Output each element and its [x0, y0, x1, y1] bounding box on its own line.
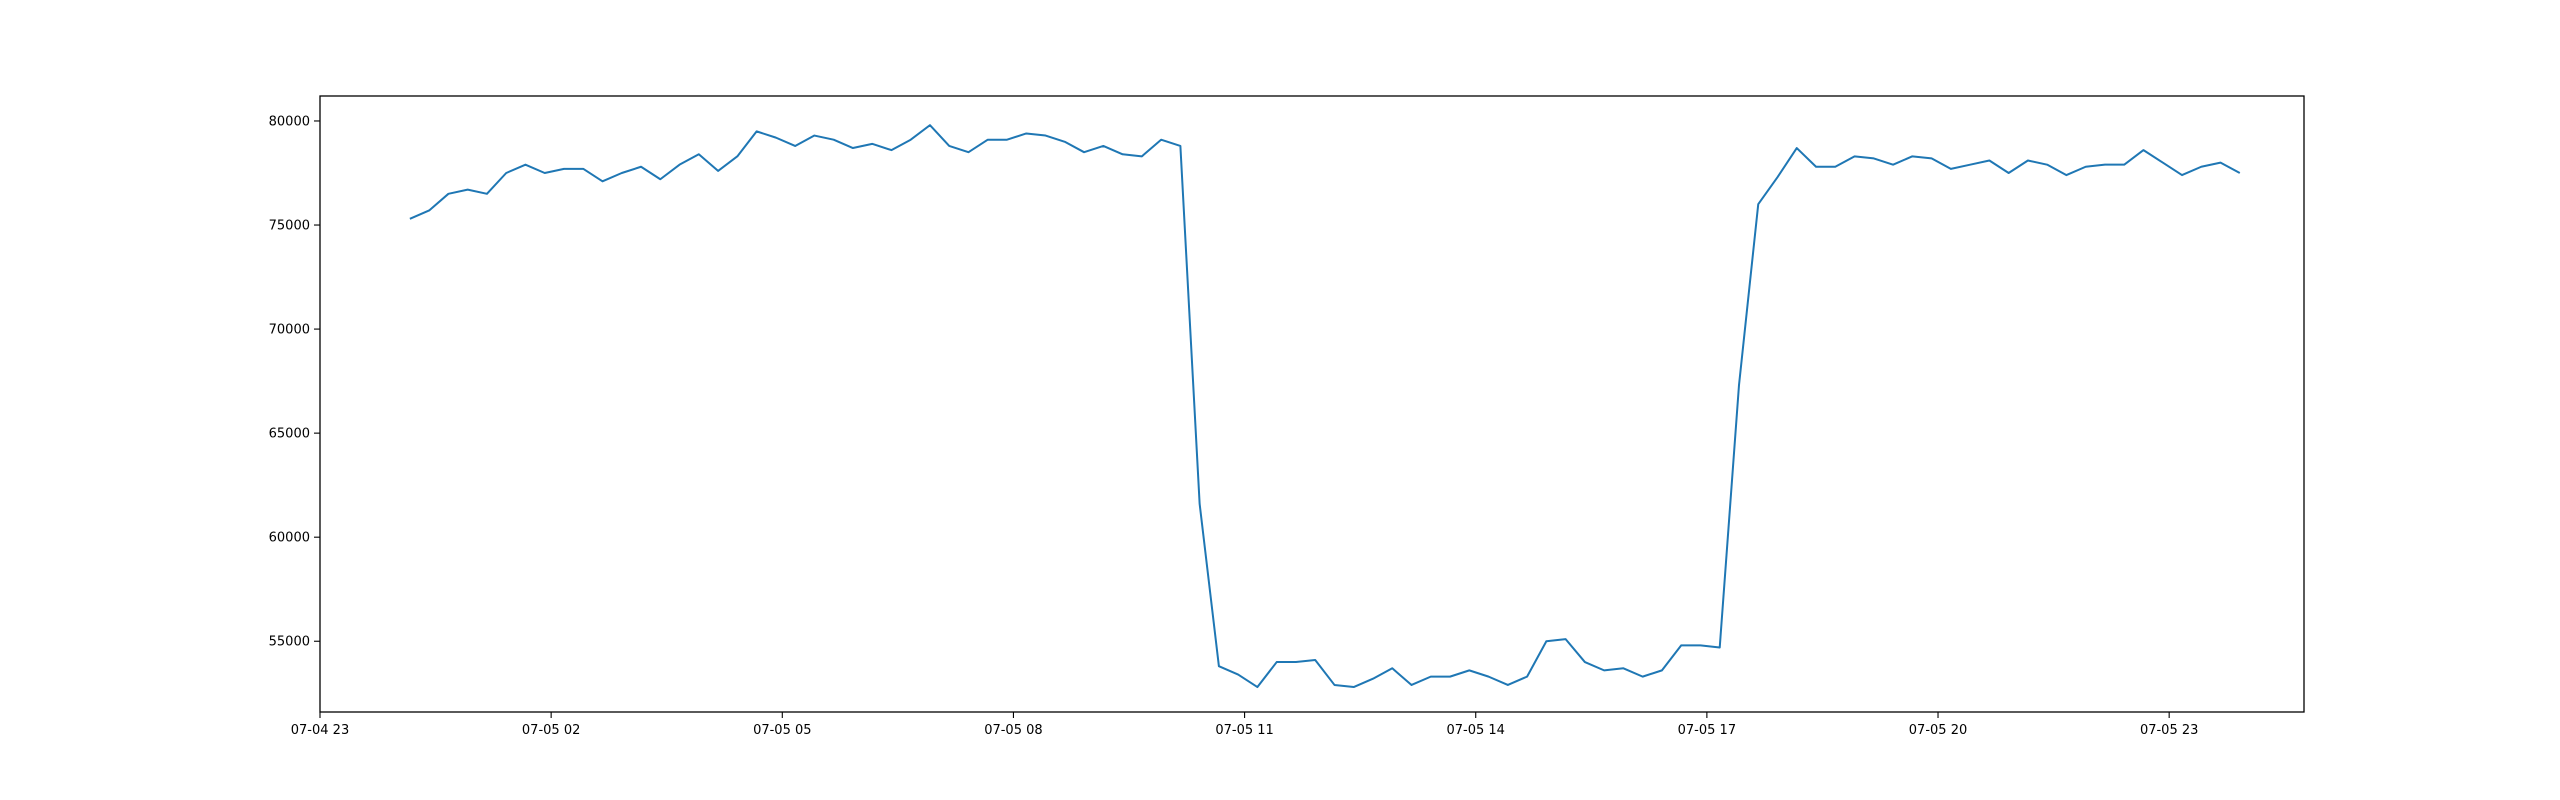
- y-tick-label: 65000: [269, 427, 310, 442]
- y-tick-label: 75000: [269, 219, 310, 234]
- plot-layer: [409, 124, 2241, 689]
- x-tick-label: 07-05 08: [984, 723, 1042, 738]
- x-tick-label: 07-05 11: [1215, 723, 1273, 738]
- x-axis: 07-04 23 07-05 02 07-05 05 07-05 08 07-05 11…: [291, 712, 2198, 738]
- y-tick-label: 60000: [269, 531, 310, 546]
- x-tick-label: 07-05 05: [753, 723, 811, 738]
- x-tick-label: 07-05 02: [522, 723, 580, 738]
- x-tick-label: 07-05 17: [1678, 723, 1736, 738]
- series-line-0: [409, 124, 2241, 689]
- x-tick-label: 07-05 14: [1447, 723, 1505, 738]
- x-tick-label: 07-05 20: [1909, 723, 1967, 738]
- y-tick-label: 70000: [269, 323, 310, 338]
- y-tick-label: 80000: [269, 114, 310, 129]
- x-tick-label: 07-04 23: [291, 723, 349, 738]
- axes-frame: [319, 95, 2305, 713]
- x-tick-label: 07-05 23: [2140, 723, 2198, 738]
- y-axis: 55000 60000 65000 70000 75000 80000: [269, 114, 320, 650]
- y-tick-label: 55000: [269, 635, 310, 650]
